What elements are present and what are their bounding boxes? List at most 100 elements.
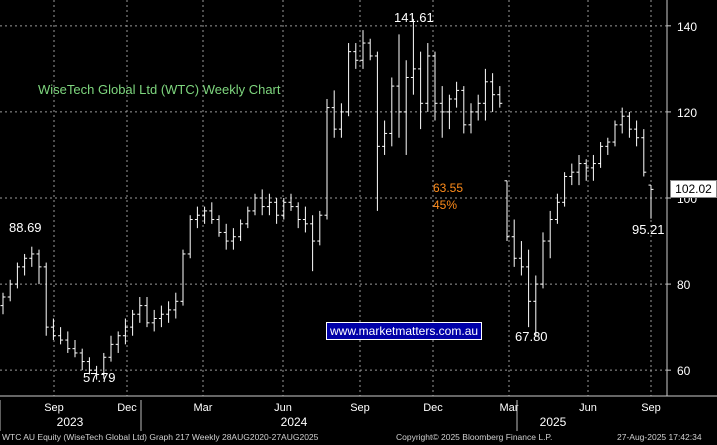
ohlc-bar bbox=[158, 305, 164, 328]
ohlc-bar bbox=[274, 198, 280, 224]
ohlc-bar bbox=[482, 68, 488, 121]
ohlc-bar bbox=[439, 86, 445, 138]
ohlc-bar bbox=[266, 193, 272, 216]
ohlc-bar bbox=[0, 292, 6, 315]
annotation-high-2024: 141.61 bbox=[394, 10, 434, 25]
annotation-drop-pct: 45% bbox=[433, 198, 458, 212]
ohlc-bar bbox=[497, 86, 503, 108]
ohlc-bar bbox=[374, 51, 380, 211]
ohlc-bar bbox=[425, 43, 431, 112]
ohlc-bar bbox=[612, 120, 618, 147]
ohlc-bar bbox=[353, 43, 359, 69]
x-tick-label: Mar bbox=[194, 402, 213, 414]
x-year-label: 2025 bbox=[540, 415, 567, 429]
y-tick-label: 60 bbox=[677, 364, 691, 378]
ohlc-bar bbox=[115, 331, 121, 353]
ohlc-bar bbox=[576, 154, 582, 186]
ohlc-bar bbox=[166, 301, 172, 323]
ohlc-bar bbox=[396, 34, 402, 138]
y-tick-label: 120 bbox=[677, 106, 697, 120]
ohlc-bar bbox=[43, 262, 49, 336]
footer-security: WTC AU Equity (WiseTech Global Ltd) Grap… bbox=[2, 432, 319, 442]
ohlc-bar bbox=[65, 331, 71, 353]
ohlc-bar bbox=[50, 318, 56, 341]
ohlc-bar bbox=[245, 206, 251, 229]
ohlc-bar bbox=[317, 210, 323, 246]
ohlc-bar bbox=[252, 193, 258, 216]
ohlc-bar bbox=[310, 215, 316, 272]
ohlc-bar bbox=[14, 262, 20, 289]
ohlc-bar bbox=[72, 340, 78, 358]
ohlc-bar bbox=[223, 223, 229, 250]
ohlc-bar bbox=[583, 159, 589, 181]
ohlc-bar bbox=[259, 189, 265, 216]
x-tick-label: Mar bbox=[500, 402, 519, 414]
ohlc-bar bbox=[86, 357, 92, 375]
website-watermark: www.marketmatters.com.au bbox=[326, 322, 483, 340]
ohlc-bar bbox=[101, 352, 107, 379]
annotation-drop: 63.55 bbox=[433, 181, 464, 195]
ohlc-bar bbox=[389, 77, 395, 147]
ohlc-bar bbox=[281, 198, 287, 220]
x-year-label: 2023 bbox=[57, 415, 84, 429]
ohlc-bar bbox=[187, 215, 193, 259]
ohlc-bar bbox=[130, 309, 136, 336]
ohlc-bar bbox=[173, 292, 179, 319]
footer-bar: WTC AU Equity (WiseTech Global Ltd) Grap… bbox=[0, 431, 717, 445]
annotation-high-2023: 88.69 bbox=[9, 220, 42, 235]
ohlc-bar bbox=[461, 86, 467, 134]
chart-title: WiseTech Global Ltd (WTC) Weekly Chart bbox=[38, 82, 281, 97]
ohlc-bar bbox=[554, 193, 560, 224]
ohlc-bar bbox=[619, 107, 625, 134]
y-tick-label: 80 bbox=[677, 278, 691, 292]
x-tick-label: Sep bbox=[350, 402, 370, 414]
ohlc-bar bbox=[331, 90, 337, 138]
ohlc-bar bbox=[29, 246, 35, 267]
ohlc-bar bbox=[367, 38, 373, 61]
x-tick-label: Jun bbox=[274, 402, 292, 414]
ohlc-bar bbox=[202, 206, 208, 224]
ohlc-bar bbox=[151, 309, 157, 332]
ohlc-bar bbox=[122, 318, 128, 345]
last-price-label: 102.02 bbox=[670, 180, 717, 198]
x-year-label: 2024 bbox=[281, 415, 308, 429]
ohlc-bar bbox=[338, 103, 344, 138]
ohlc-bar bbox=[540, 232, 546, 289]
ohlc-bar bbox=[454, 81, 460, 108]
ohlc-bar bbox=[22, 253, 28, 276]
footer-timestamp: 27-Aug-2025 17:42:34 bbox=[617, 432, 702, 442]
ohlc-bar bbox=[238, 219, 244, 242]
ohlc-bar bbox=[108, 335, 114, 362]
ohlc-bar bbox=[360, 30, 366, 69]
ohlc-bar bbox=[324, 99, 330, 220]
ohlc-bar bbox=[7, 279, 13, 302]
x-tick-label: Jun bbox=[579, 402, 597, 414]
ohlc-bar bbox=[194, 206, 200, 229]
ohlc-bar bbox=[475, 94, 481, 121]
ohlc-bar bbox=[302, 206, 308, 233]
ohlc-bar bbox=[518, 241, 524, 276]
ohlc-bar bbox=[432, 51, 438, 121]
ohlc-bar bbox=[605, 137, 611, 155]
ohlc-bar bbox=[468, 103, 474, 134]
ohlc-bar bbox=[562, 172, 568, 207]
ohlc-bar bbox=[295, 202, 301, 229]
ohlc-bar bbox=[504, 180, 510, 242]
ohlc-bar bbox=[180, 249, 186, 306]
ohlc-bar bbox=[403, 60, 409, 155]
x-tick-label: Dec bbox=[423, 402, 443, 414]
ohlc-bar bbox=[209, 202, 215, 224]
ohlc-bar bbox=[526, 249, 532, 328]
annotation-low-2023: 57.79 bbox=[83, 370, 116, 385]
ohlc-bar bbox=[418, 51, 424, 130]
ohlc-bar bbox=[590, 154, 596, 181]
ohlc-bar bbox=[547, 210, 553, 259]
ohlc-bar bbox=[569, 163, 575, 186]
annotation-low-2025: 67.80 bbox=[515, 329, 548, 344]
ohlc-bar bbox=[94, 365, 100, 380]
ohlc-bar bbox=[382, 120, 388, 155]
ohlc-bar bbox=[490, 73, 496, 112]
ohlc-bar bbox=[598, 142, 604, 168]
